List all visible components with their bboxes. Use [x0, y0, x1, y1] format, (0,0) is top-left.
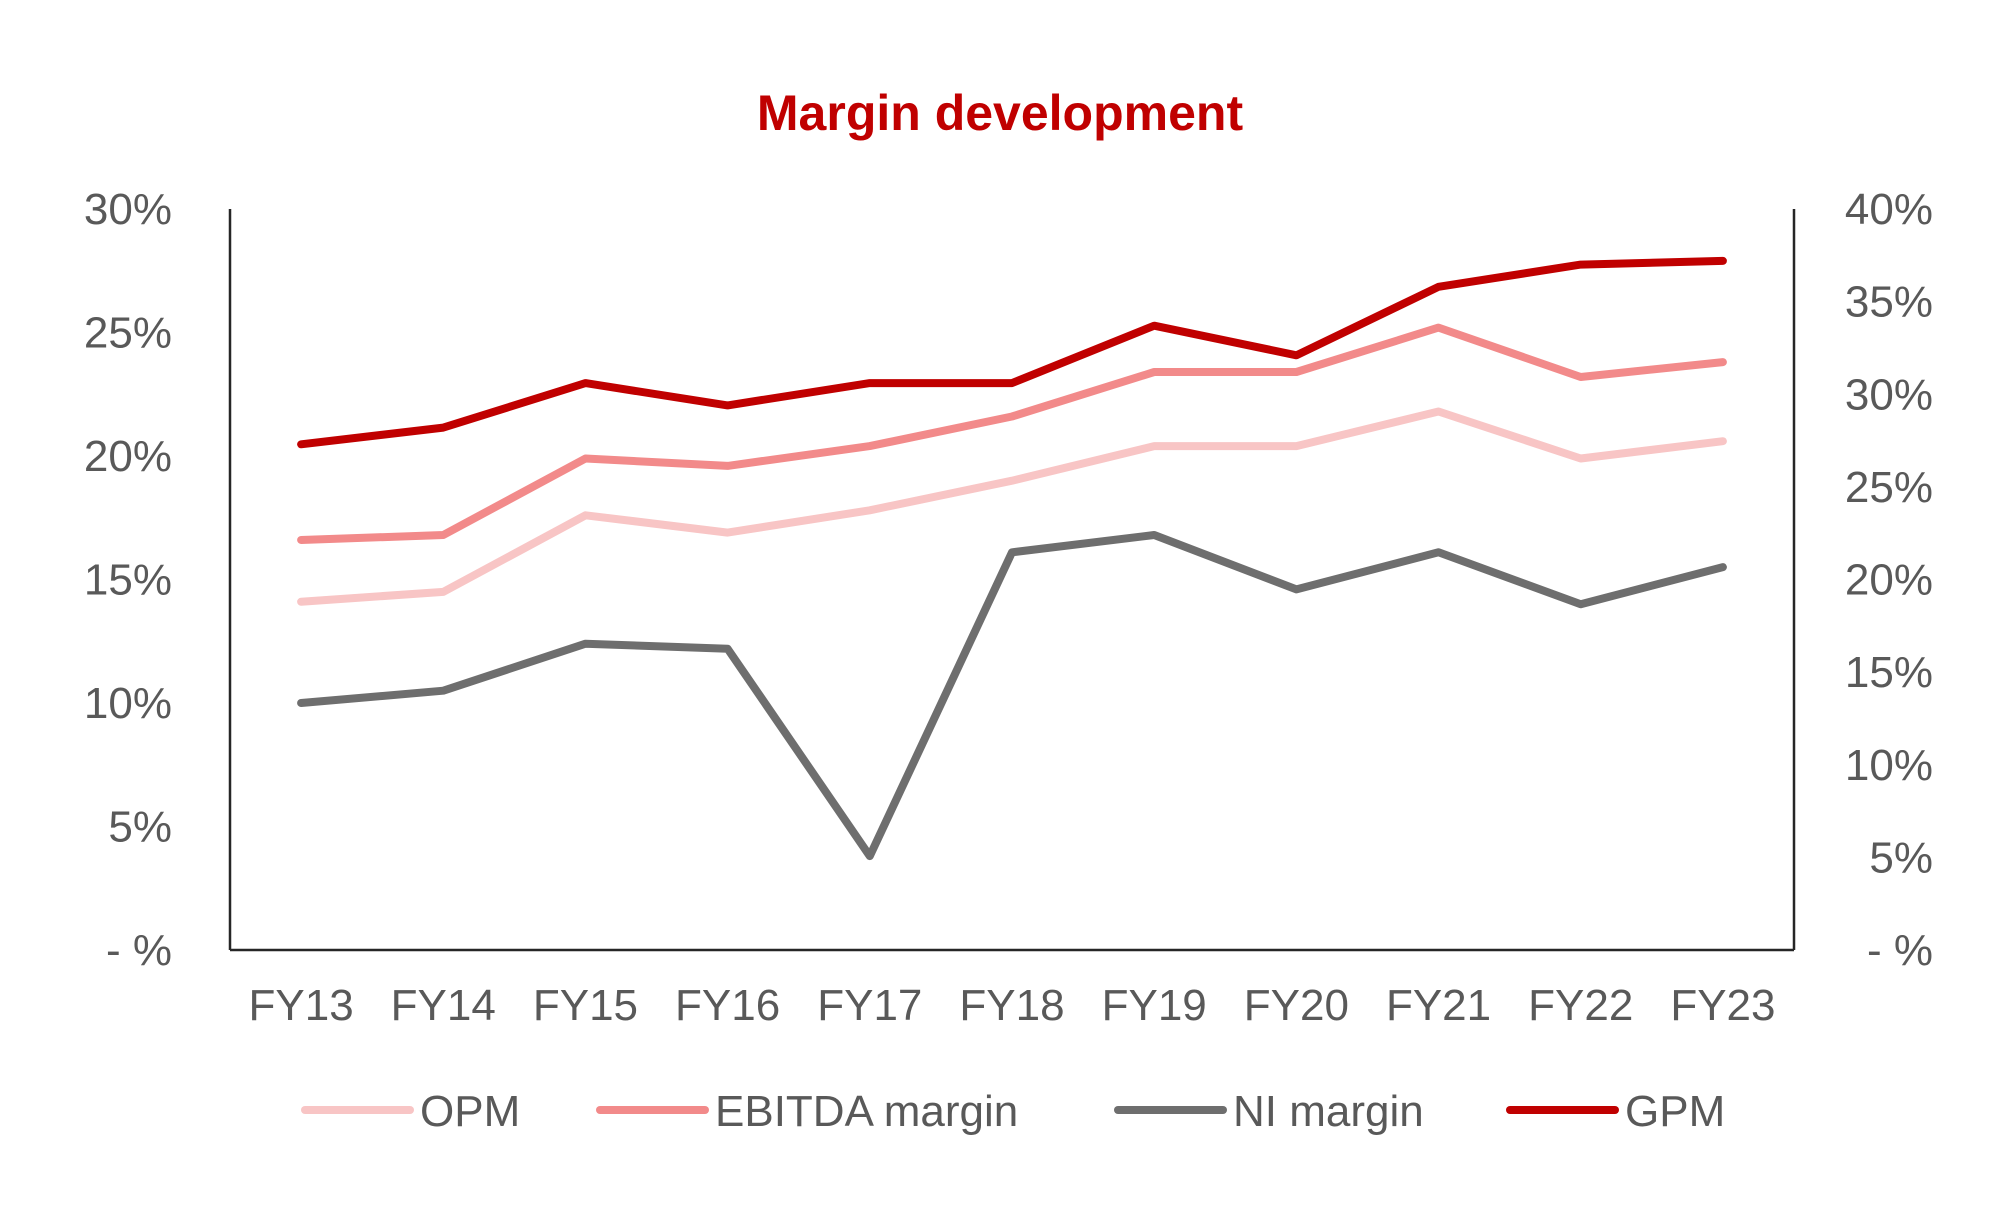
right-tick-label: 5%	[1869, 833, 1933, 882]
right-tick-label: 30%	[1845, 370, 1933, 419]
legend-label-gpm: GPM	[1625, 1087, 1725, 1136]
series-line-ni-margin	[297, 531, 1727, 861]
category-label: FY16	[675, 981, 780, 1030]
category-labels: FY13 FY14 FY15 FY16 FY17 FY18 FY19 FY20 FY21 FY22…	[249, 981, 1776, 1030]
right-tick-label: 15%	[1845, 648, 1933, 697]
category-label: FY15	[533, 981, 638, 1030]
chart-title: Margin development	[757, 85, 1244, 141]
category-label: FY18	[959, 981, 1064, 1030]
legend-label-ni-margin: NI margin	[1233, 1087, 1424, 1136]
category-label: FY20	[1244, 981, 1349, 1030]
legend-label-ebitda-margin: EBITDA margin	[715, 1087, 1018, 1136]
right-tick-label: 25%	[1845, 463, 1933, 512]
right-tick-labels: - % 5% 10% 15% 20% 25% 30% 35% 40%	[1845, 185, 1933, 975]
right-tick-label: 35%	[1845, 278, 1933, 327]
category-label: FY14	[391, 981, 496, 1030]
left-tick-label: 5%	[108, 803, 172, 852]
right-tick-label: - %	[1867, 926, 1933, 975]
legend: OPM EBITDA margin NI margin GPM	[301, 1087, 1725, 1136]
left-tick-label: 20%	[84, 432, 172, 481]
category-label: FY22	[1528, 981, 1633, 1030]
category-label: FY23	[1670, 981, 1775, 1030]
category-label: FY13	[249, 981, 354, 1030]
right-tick-label: 10%	[1845, 741, 1933, 790]
right-tick-label: 20%	[1845, 556, 1933, 605]
left-tick-label: - %	[106, 926, 172, 975]
left-tick-label: 25%	[84, 309, 172, 358]
series-line-opm	[297, 407, 1727, 606]
category-label: FY17	[817, 981, 922, 1030]
legend-label-opm: OPM	[420, 1087, 520, 1136]
series-lines	[297, 256, 1727, 861]
left-tick-label: 10%	[84, 679, 172, 728]
left-tick-label: 30%	[84, 185, 172, 234]
right-tick-label: 40%	[1845, 185, 1933, 234]
category-label: FY21	[1386, 981, 1491, 1030]
category-label: FY19	[1102, 981, 1207, 1030]
left-tick-labels: - % 5% 10% 15% 20% 25% 30%	[84, 185, 172, 975]
left-tick-label: 15%	[84, 556, 172, 605]
